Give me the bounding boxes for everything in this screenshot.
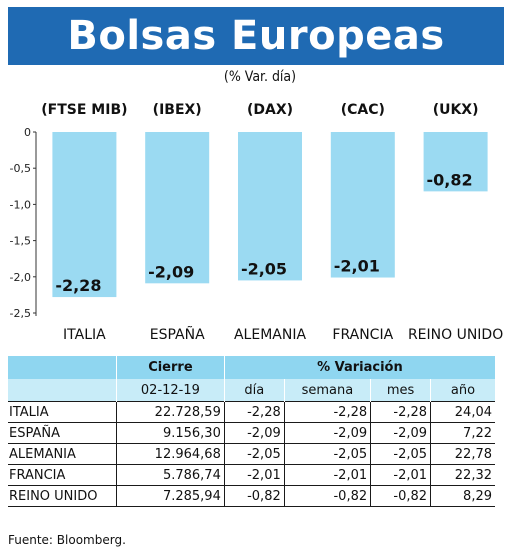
table-header-row: Cierre % Variación: [8, 356, 495, 379]
page-title: Bolsas Europeas: [67, 13, 445, 59]
row-dia: -2,28: [224, 401, 285, 423]
bar-value-label: -2,09: [148, 262, 194, 281]
x-tick-label: ALEMANIA: [234, 327, 306, 343]
y-tick-label: -1,0: [10, 198, 31, 211]
bar-value-label: -2,05: [241, 259, 287, 278]
row-name: REINO UNIDO: [8, 485, 117, 507]
row-anio: 22,78: [430, 443, 495, 465]
row-mes: -0,82: [370, 485, 432, 507]
row-dia: -2,01: [224, 464, 285, 486]
title-banner: Bolsas Europeas: [8, 7, 504, 65]
row-mes: -2,28: [370, 401, 432, 423]
header-col-mes: mes: [370, 379, 432, 402]
index-label: (DAX): [247, 102, 293, 118]
header-date: 02-12-19: [116, 379, 225, 402]
y-tick-label: -0,5: [10, 162, 31, 175]
table-row: FRANCIA 5.786,74 -2,01 -2,01 -2,01 22,32: [8, 464, 495, 486]
bar: [330, 132, 395, 278]
row-cierre: 12.964,68: [116, 443, 225, 465]
table-row: ESPAÑA 9.156,30 -2,09 -2,09 -2,09 7,22: [8, 422, 495, 444]
row-semana: -0,82: [284, 485, 372, 507]
bar: [423, 132, 488, 192]
header-col-anio: año: [430, 379, 495, 402]
row-cierre: 22.728,59: [116, 401, 225, 423]
bar-value-label: -2,28: [55, 276, 101, 295]
row-dia: -2,09: [224, 422, 285, 444]
row-cierre: 5.786,74: [116, 464, 225, 486]
x-tick-label: ITALIA: [63, 327, 106, 343]
table-row: ALEMANIA 12.964,68 -2,05 -2,05 -2,05 22,…: [8, 443, 495, 465]
chart-subtitle: (% Var. día): [223, 69, 297, 85]
row-anio: 8,29: [430, 485, 495, 507]
row-name: FRANCIA: [8, 464, 117, 486]
y-tick-label: -2,5: [10, 307, 31, 320]
row-dia: -2,05: [224, 443, 285, 465]
row-name: ALEMANIA: [8, 443, 117, 465]
row-anio: 22,32: [430, 464, 495, 486]
table-row: ITALIA 22.728,59 -2,28 -2,28 -2,28 24,04: [8, 401, 495, 423]
source-note: Fuente: Bloomberg.: [8, 533, 126, 547]
x-tick-label: REINO UNIDO: [408, 327, 503, 343]
y-tick-label: 0: [24, 126, 31, 139]
row-semana: -2,09: [284, 422, 372, 444]
row-semana: -2,28: [284, 401, 372, 423]
header-cierre: Cierre: [116, 356, 225, 379]
x-tick-label: ESPAÑA: [150, 326, 205, 343]
index-label: (CAC): [341, 102, 385, 118]
row-name: ESPAÑA: [8, 422, 117, 444]
row-cierre: 9.156,30: [116, 422, 225, 444]
row-name: ITALIA: [8, 401, 117, 423]
index-label: (IBEX): [153, 102, 202, 118]
bar: [238, 132, 302, 281]
y-tick-label: -1,5: [10, 235, 31, 248]
row-mes: -2,01: [370, 464, 432, 486]
table-row: REINO UNIDO 7.285,94 -0,82 -0,82 -0,82 8…: [8, 485, 495, 507]
row-anio: 7,22: [430, 422, 495, 444]
markets-table: Cierre % Variación 02-12-19 día semana m…: [8, 356, 495, 507]
table-subheader-row: 02-12-19 día semana mes año: [8, 379, 495, 402]
index-label: (FTSE MIB): [41, 102, 127, 118]
row-mes: -2,05: [370, 443, 432, 465]
x-tick-label: FRANCIA: [332, 327, 393, 343]
y-tick-label: -2,0: [10, 271, 31, 284]
bar: [52, 132, 117, 298]
row-cierre: 7.285,94: [116, 485, 225, 507]
header-col-semana: semana: [284, 379, 372, 402]
row-semana: -2,05: [284, 443, 372, 465]
row-mes: -2,09: [370, 422, 432, 444]
row-semana: -2,01: [284, 464, 372, 486]
header-col-dia: día: [224, 379, 285, 402]
row-anio: 24,04: [430, 401, 495, 423]
row-dia: -0,82: [224, 485, 285, 507]
header-variacion: % Variación: [224, 356, 495, 379]
bar-chart: 0 -0,5 -1,0 -1,5 -2,0 -2,5 -2,28 (FTSE MIB) ITAL…: [10, 102, 504, 343]
index-label: (UKX): [433, 102, 479, 118]
bar: [145, 132, 210, 284]
bar-value-label: -0,82: [427, 170, 473, 189]
bar-value-label: -2,01: [334, 257, 380, 276]
